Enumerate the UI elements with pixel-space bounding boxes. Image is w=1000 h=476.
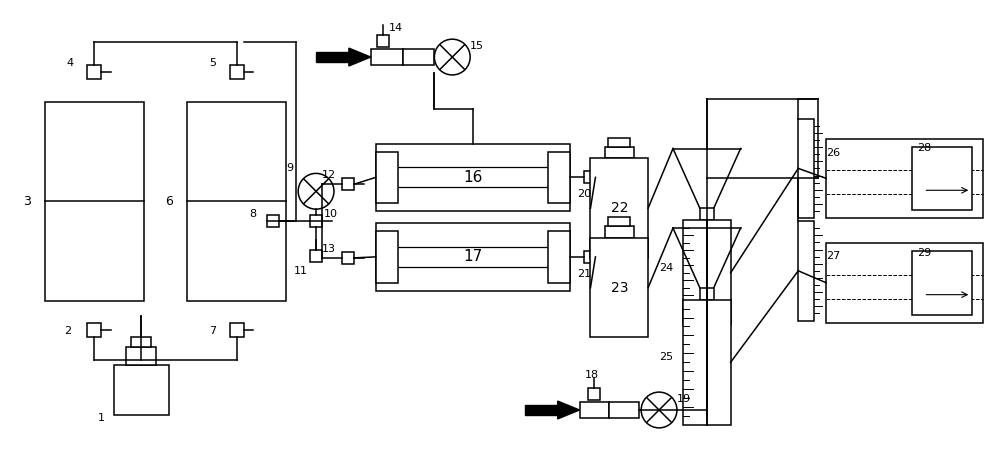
Bar: [126, 347, 156, 365]
Bar: [605, 226, 634, 238]
Bar: [912, 251, 972, 315]
Bar: [590, 159, 648, 258]
Text: 15: 15: [470, 41, 484, 51]
Bar: [548, 151, 570, 203]
Bar: [588, 388, 600, 400]
Text: 8: 8: [249, 209, 257, 219]
Text: 26: 26: [826, 149, 840, 159]
Bar: [342, 252, 354, 264]
Bar: [310, 250, 322, 262]
Bar: [548, 231, 570, 283]
Bar: [605, 147, 634, 159]
Text: 13: 13: [322, 244, 336, 254]
Bar: [608, 138, 630, 147]
Bar: [608, 217, 630, 226]
Polygon shape: [316, 52, 349, 62]
Bar: [377, 35, 389, 47]
Text: 19: 19: [677, 394, 691, 404]
Bar: [584, 171, 595, 183]
Text: 29: 29: [917, 248, 932, 258]
Bar: [131, 337, 151, 347]
Bar: [700, 208, 714, 220]
Bar: [376, 223, 570, 291]
Bar: [683, 299, 731, 425]
Bar: [826, 243, 983, 323]
Bar: [114, 365, 169, 415]
Bar: [590, 238, 648, 337]
Text: 4: 4: [67, 58, 74, 68]
Text: 24: 24: [659, 263, 673, 273]
Text: 21: 21: [577, 269, 592, 279]
Bar: [87, 65, 101, 79]
Text: 1: 1: [97, 413, 104, 423]
Bar: [310, 215, 322, 227]
Bar: [376, 144, 570, 211]
Text: 9: 9: [286, 163, 293, 173]
Text: 17: 17: [463, 249, 482, 264]
Text: 12: 12: [322, 170, 336, 180]
Bar: [609, 402, 639, 418]
Bar: [376, 151, 398, 203]
Bar: [580, 402, 609, 418]
Text: 3: 3: [23, 195, 31, 208]
Text: 22: 22: [611, 201, 628, 215]
Polygon shape: [349, 48, 371, 66]
Bar: [87, 324, 101, 337]
Bar: [826, 139, 983, 218]
Bar: [912, 147, 972, 210]
Text: 7: 7: [209, 327, 216, 337]
Text: 5: 5: [209, 58, 216, 68]
Polygon shape: [558, 401, 580, 419]
Text: 14: 14: [389, 23, 403, 33]
Bar: [371, 49, 403, 65]
Text: 20: 20: [577, 189, 592, 199]
Polygon shape: [525, 405, 558, 415]
Text: 10: 10: [324, 209, 338, 219]
Bar: [230, 65, 244, 79]
Text: 6: 6: [165, 195, 173, 208]
Text: 25: 25: [659, 352, 673, 362]
Bar: [230, 324, 244, 337]
Bar: [45, 102, 144, 301]
Bar: [798, 221, 814, 320]
Bar: [267, 215, 279, 227]
Bar: [798, 119, 814, 218]
Text: 16: 16: [463, 170, 482, 185]
Bar: [376, 231, 398, 283]
Bar: [584, 251, 595, 263]
Text: 23: 23: [611, 281, 628, 295]
Bar: [342, 178, 354, 190]
Bar: [700, 288, 714, 299]
Bar: [187, 102, 286, 301]
Text: 2: 2: [65, 327, 72, 337]
Bar: [403, 49, 434, 65]
Text: 27: 27: [826, 251, 840, 261]
Bar: [683, 220, 731, 326]
Text: 18: 18: [585, 370, 599, 380]
Text: 28: 28: [917, 143, 932, 153]
Text: 11: 11: [294, 266, 308, 276]
